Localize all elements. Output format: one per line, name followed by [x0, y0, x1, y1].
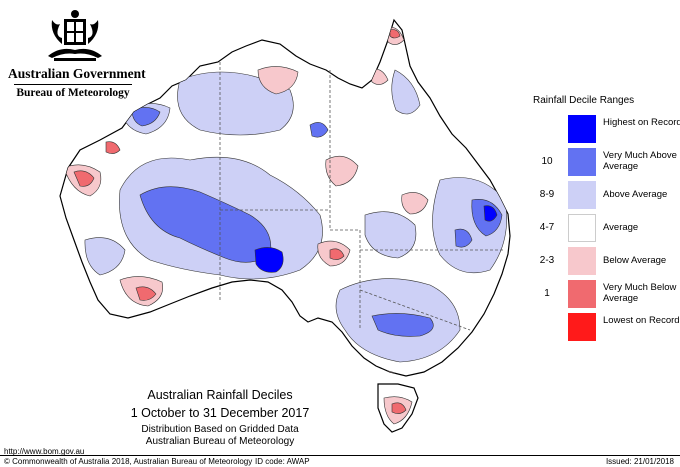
- very-much-above-top-end: [309, 122, 329, 138]
- legend-label: Highest on Record: [603, 117, 680, 128]
- very-much-below-pilbara: [73, 170, 95, 187]
- legend-item-very-much-above: 10 Very Much Above Average: [533, 148, 677, 176]
- legend-range: 2-3: [539, 255, 555, 266]
- legend-swatch: [568, 280, 596, 308]
- very-much-below-kimberley-west: [105, 141, 121, 154]
- legend-swatch: [568, 148, 596, 176]
- legend-title: Rainfall Decile Ranges: [533, 95, 635, 106]
- very-much-below-west: [135, 286, 157, 301]
- legend-range: 8-9: [539, 189, 555, 200]
- legend-label: Very Much Below Average: [603, 282, 677, 304]
- legend-range: 4-7: [539, 222, 555, 233]
- website-link[interactable]: http://www.bom.gov.au: [4, 447, 85, 456]
- legend-item-average: 4-7 Average: [533, 214, 673, 242]
- map-source: Distribution Based on Gridded Data: [141, 424, 299, 435]
- legend-label: Above Average: [603, 189, 668, 200]
- legend-item-lowest: Lowest on Record: [533, 313, 680, 341]
- highest-on-record-qld: [483, 205, 498, 222]
- above-average-inland-east: [364, 211, 417, 259]
- legend-swatch: [568, 115, 596, 143]
- legend-range: 10: [541, 156, 553, 167]
- legend-label: Average: [603, 222, 639, 233]
- coat-of-arms-icon: [48, 10, 102, 61]
- above-average-southwest: [84, 237, 126, 276]
- map-title: Australian Rainfall Deciles: [147, 388, 293, 402]
- highest-on-record-central: [254, 247, 284, 273]
- legend-item-below: 2-3 Below Average: [533, 247, 673, 275]
- legend-range: 1: [544, 288, 550, 299]
- legend-label: Lowest on Record: [603, 315, 680, 326]
- legend-swatch: [568, 247, 596, 275]
- very-much-below-cape: [389, 29, 401, 39]
- legend-label: Below Average: [603, 255, 667, 266]
- legend-swatch: [568, 214, 596, 242]
- legend-swatch: [568, 313, 596, 341]
- issued-date: Issued: 21/01/2018: [605, 457, 674, 466]
- legend-swatch: [568, 181, 596, 209]
- legend-item-very-much-below: 1 Very Much Below Average: [533, 280, 676, 308]
- id-code: ID code: AWAP: [255, 457, 310, 466]
- legend-item-above: 8-9 Above Average: [533, 181, 673, 209]
- very-much-above-victoria: [371, 313, 434, 337]
- border-nsw-vic: [359, 289, 471, 331]
- bureau-title: Bureau of Meteorology: [16, 87, 130, 99]
- border-sa-qld-nsw: [330, 229, 361, 330]
- footer-divider: [0, 455, 680, 456]
- legend-label: Very Much Above Average: [603, 150, 677, 172]
- above-average-north: [177, 71, 294, 136]
- map-agency: Australian Bureau of Meteorology: [145, 436, 295, 447]
- copyright-notice: © Commonwealth of Australia 2018, Austra…: [4, 457, 253, 466]
- above-average-cape: [391, 69, 421, 115]
- government-title: Australian Government: [8, 66, 146, 81]
- very-much-above-kimberley: [131, 107, 161, 127]
- map-period: 1 October to 31 December 2017: [130, 406, 310, 420]
- below-average-arnhem: [257, 66, 299, 95]
- legend-item-highest: Highest on Record: [533, 115, 680, 143]
- very-much-above-qld-inland: [454, 228, 473, 248]
- government-logo: Australian Government Bureau of Meteorol…: [8, 8, 146, 99]
- logo-divider: [14, 84, 132, 85]
- below-average-qld-coast: [401, 192, 429, 215]
- very-much-below-tas: [391, 402, 407, 414]
- very-much-below-sa: [329, 248, 345, 260]
- below-average-gulf: [325, 155, 359, 187]
